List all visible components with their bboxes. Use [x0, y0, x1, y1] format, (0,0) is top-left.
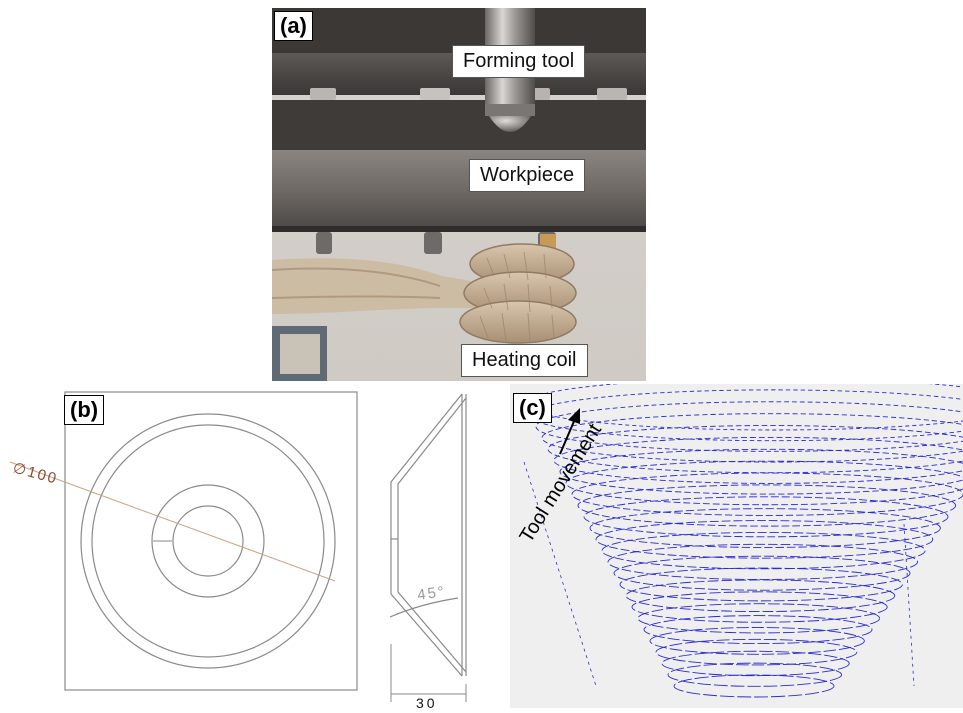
panel-b-label: (b)	[64, 395, 104, 425]
technical-drawing-svg: ∅100 45° 30	[0, 384, 500, 708]
section-view	[390, 394, 466, 676]
toolpath-ring	[560, 449, 963, 494]
toolpath-ring	[590, 509, 940, 548]
panel-b-drawing: ∅100 45° 30	[0, 384, 500, 708]
panel-c-toolpath: Tool movement	[510, 384, 963, 708]
outer-circle	[81, 414, 335, 668]
diameter-dimension-line	[10, 462, 335, 581]
toolpath-ring	[602, 532, 925, 568]
spiral-toolpath-plot: Tool movement	[510, 384, 963, 708]
toolpath-ring	[584, 497, 948, 537]
toolpath-cone-edge	[904, 524, 914, 686]
panel-a-label: (a)	[274, 11, 313, 41]
flange-circle	[92, 425, 324, 657]
toolpath-ring	[650, 627, 864, 654]
panel-c-label: (c)	[513, 393, 552, 423]
toolpath-ring	[578, 485, 956, 526]
toolpath-ring	[656, 639, 857, 665]
depth-dimension-label: 30	[416, 695, 438, 708]
heating-coil-callout: Heating coil	[461, 344, 588, 377]
tool-movement-label: Tool movement	[516, 420, 607, 547]
workpiece-callout: Workpiece	[469, 159, 585, 192]
blank-outline	[65, 392, 357, 690]
forming-tool-callout: Forming tool	[452, 45, 585, 78]
bottom-circle-inner	[173, 506, 243, 576]
toolpath-ring	[554, 437, 963, 483]
toolpath-ring	[620, 568, 902, 601]
toolpath-ring	[626, 580, 895, 612]
tool-movement-arrowhead-icon	[568, 408, 580, 424]
diameter-dimension-label: ∅100	[11, 459, 60, 487]
